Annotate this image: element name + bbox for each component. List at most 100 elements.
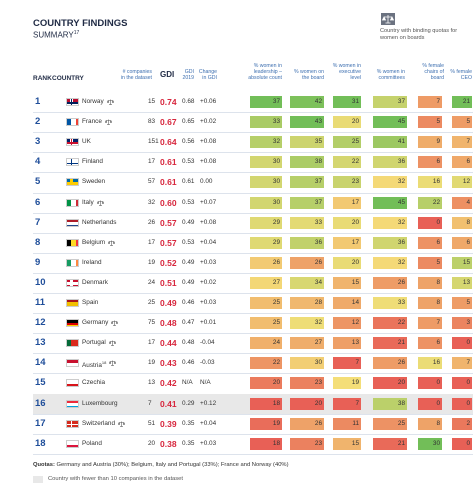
row-divider: [33, 413, 473, 415]
heat-cell: 34: [290, 276, 324, 289]
heat-cell: 27: [290, 337, 324, 350]
gdi-change: -0.03: [200, 359, 215, 367]
heat-cell: 20: [373, 377, 407, 390]
country: Czechia: [82, 379, 106, 387]
heat-cell: 31: [333, 96, 361, 108]
heat-cell: 23: [290, 437, 324, 450]
flag-part: [75, 340, 78, 347]
country: Belgium: [82, 238, 106, 246]
heat-cell: 33: [290, 216, 324, 229]
heat-cell: 26: [373, 357, 407, 370]
flag: [66, 118, 79, 127]
gdi: 0.43: [160, 358, 177, 369]
gdi: 0.64: [160, 137, 177, 148]
heat-cell: 18: [250, 437, 282, 450]
gdi-change: +0.06: [200, 98, 217, 105]
flag: [66, 359, 79, 368]
column-header: GDI 2019: [182, 69, 194, 82]
companies: 57: [148, 178, 156, 186]
flag-part: [71, 159, 73, 166]
flag-part: [71, 179, 73, 186]
flag-part: [71, 119, 76, 126]
rank: 7: [35, 216, 41, 228]
gdi: 0.38: [160, 438, 177, 449]
gdi-2019: 0.35: [182, 419, 195, 427]
column-header: % women on the board: [294, 69, 324, 82]
companies: 20: [148, 439, 156, 447]
heat-cell: 9: [418, 136, 442, 149]
gdi-change: +0.01: [200, 319, 217, 327]
gdi-2019: 0.53: [182, 198, 195, 206]
flag: [66, 419, 79, 428]
flag: [66, 138, 79, 147]
companies: 17: [148, 158, 156, 166]
country: Norway: [82, 98, 104, 105]
heat-cell: 8: [452, 216, 472, 229]
flag-part: [75, 239, 78, 246]
flag-part: [67, 222, 78, 226]
heat-cell: 37: [290, 196, 324, 209]
quota-legend: Country with binding quotas for women on…: [380, 28, 458, 41]
gdi: 0.44: [160, 338, 177, 349]
heat-cell: 20: [333, 256, 361, 269]
heat-cell: 36: [290, 236, 324, 249]
column-header: GDI: [160, 70, 175, 79]
heat-cell: 37: [250, 96, 282, 108]
heat-cell: 29: [250, 216, 282, 229]
heat-cell: 0: [418, 377, 442, 390]
gdi: 0.42: [160, 378, 177, 389]
gdi: 0.67: [160, 117, 177, 128]
heat-cell: 21: [452, 96, 472, 108]
heat-cell: 19: [333, 377, 361, 390]
companies: 17: [148, 238, 156, 246]
footnote: Quotas: Germany and Austria (30%); Belgi…: [33, 462, 289, 468]
flag-part: [67, 340, 72, 347]
flag-part: [67, 380, 78, 385]
heat-cell: 5: [418, 116, 442, 129]
subtitle: SUMMARY17: [33, 30, 79, 40]
flag-part: [67, 322, 78, 326]
rank: 9: [35, 256, 41, 268]
gdi-change: +0.08: [200, 218, 217, 226]
gdi-2019: 0.56: [182, 138, 195, 146]
heat-cell: 43: [290, 116, 324, 129]
heat-cell: 36: [373, 236, 407, 249]
heat-cell: 32: [373, 176, 407, 189]
companies: 75: [148, 319, 156, 327]
heat-cell: 6: [418, 337, 442, 350]
flag: [66, 178, 79, 187]
heat-cell: 7: [452, 357, 472, 370]
heat-cell: 33: [373, 297, 407, 309]
heat-cell: 17: [333, 236, 361, 249]
companies: 24: [148, 278, 156, 286]
heat-cell: 38: [373, 397, 407, 410]
row-divider: [33, 212, 473, 214]
heat-cell: 12: [333, 317, 361, 330]
heat-cell: 26: [290, 417, 324, 430]
flag-part: [67, 182, 78, 185]
flag-part: [67, 162, 78, 164]
heat-cell: 16: [418, 357, 442, 370]
rank: 12: [35, 317, 46, 329]
heat-cell: 22: [250, 357, 282, 370]
flag-part: [67, 239, 72, 246]
heat-cell: 0: [452, 437, 472, 450]
heat-cell: 23: [333, 176, 361, 189]
row-divider: [33, 112, 473, 114]
country: Denmark: [82, 278, 108, 286]
footnote-label: Quotas:: [33, 462, 55, 468]
gdi-2019: 0.53: [182, 158, 195, 166]
heat-cell: 45: [373, 196, 407, 209]
heat-cell: 14: [333, 297, 361, 309]
companies: 25: [148, 299, 156, 306]
gdi-change: +0.08: [200, 158, 217, 166]
companies: 15: [148, 98, 156, 105]
gdi: 0.39: [160, 418, 177, 429]
companies: 26: [148, 218, 156, 226]
quota-icon: [108, 340, 116, 346]
gdi: 0.61: [160, 157, 177, 168]
row-divider: [33, 373, 473, 375]
flag-part: [67, 320, 78, 324]
flag-part: [71, 420, 73, 427]
rank: 6: [35, 196, 41, 208]
